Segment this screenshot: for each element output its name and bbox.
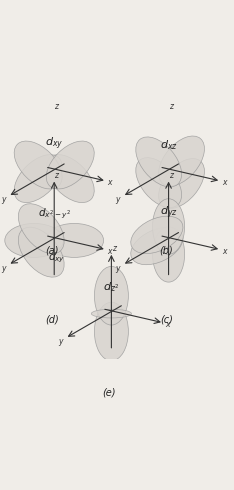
Ellipse shape [94, 267, 128, 325]
Text: y: y [58, 337, 63, 346]
Text: $d_{xz}$: $d_{xz}$ [160, 138, 178, 152]
Text: z: z [169, 171, 173, 180]
Ellipse shape [153, 199, 185, 254]
Ellipse shape [131, 227, 183, 265]
Text: x: x [222, 247, 227, 256]
Text: z: z [169, 102, 173, 111]
Ellipse shape [14, 155, 62, 202]
Text: y: y [116, 264, 120, 273]
Ellipse shape [14, 141, 62, 189]
Text: y: y [1, 195, 6, 204]
Ellipse shape [91, 309, 132, 318]
Text: z: z [55, 102, 58, 111]
Text: x: x [108, 247, 112, 256]
Text: (d): (d) [45, 314, 59, 324]
Text: x: x [108, 178, 112, 188]
Text: $d_{x^2-y^2}$: $d_{x^2-y^2}$ [38, 206, 71, 220]
Ellipse shape [18, 227, 64, 277]
Text: (c): (c) [160, 314, 173, 324]
Text: $d_{yz}$: $d_{yz}$ [160, 204, 178, 220]
Text: x: x [165, 320, 169, 329]
Text: (b): (b) [159, 245, 173, 256]
Text: (e): (e) [102, 388, 116, 397]
Text: $d_{xy}$: $d_{xy}$ [48, 251, 65, 266]
Ellipse shape [159, 159, 205, 209]
Ellipse shape [94, 302, 128, 361]
Text: $d_{z^2}$: $d_{z^2}$ [103, 280, 120, 294]
Ellipse shape [153, 226, 185, 282]
Text: x: x [222, 178, 227, 188]
Text: y: y [116, 195, 120, 204]
Ellipse shape [46, 155, 94, 202]
Ellipse shape [159, 136, 205, 186]
Ellipse shape [18, 204, 64, 254]
Ellipse shape [136, 158, 182, 208]
Ellipse shape [5, 223, 63, 257]
Ellipse shape [136, 137, 182, 187]
Ellipse shape [46, 141, 94, 189]
Text: $d_{xy}$: $d_{xy}$ [45, 136, 63, 152]
Text: z: z [55, 171, 58, 180]
Text: y: y [1, 264, 6, 273]
Text: z: z [112, 245, 116, 253]
Text: (a): (a) [45, 245, 59, 256]
Ellipse shape [131, 216, 183, 253]
Ellipse shape [45, 223, 104, 257]
